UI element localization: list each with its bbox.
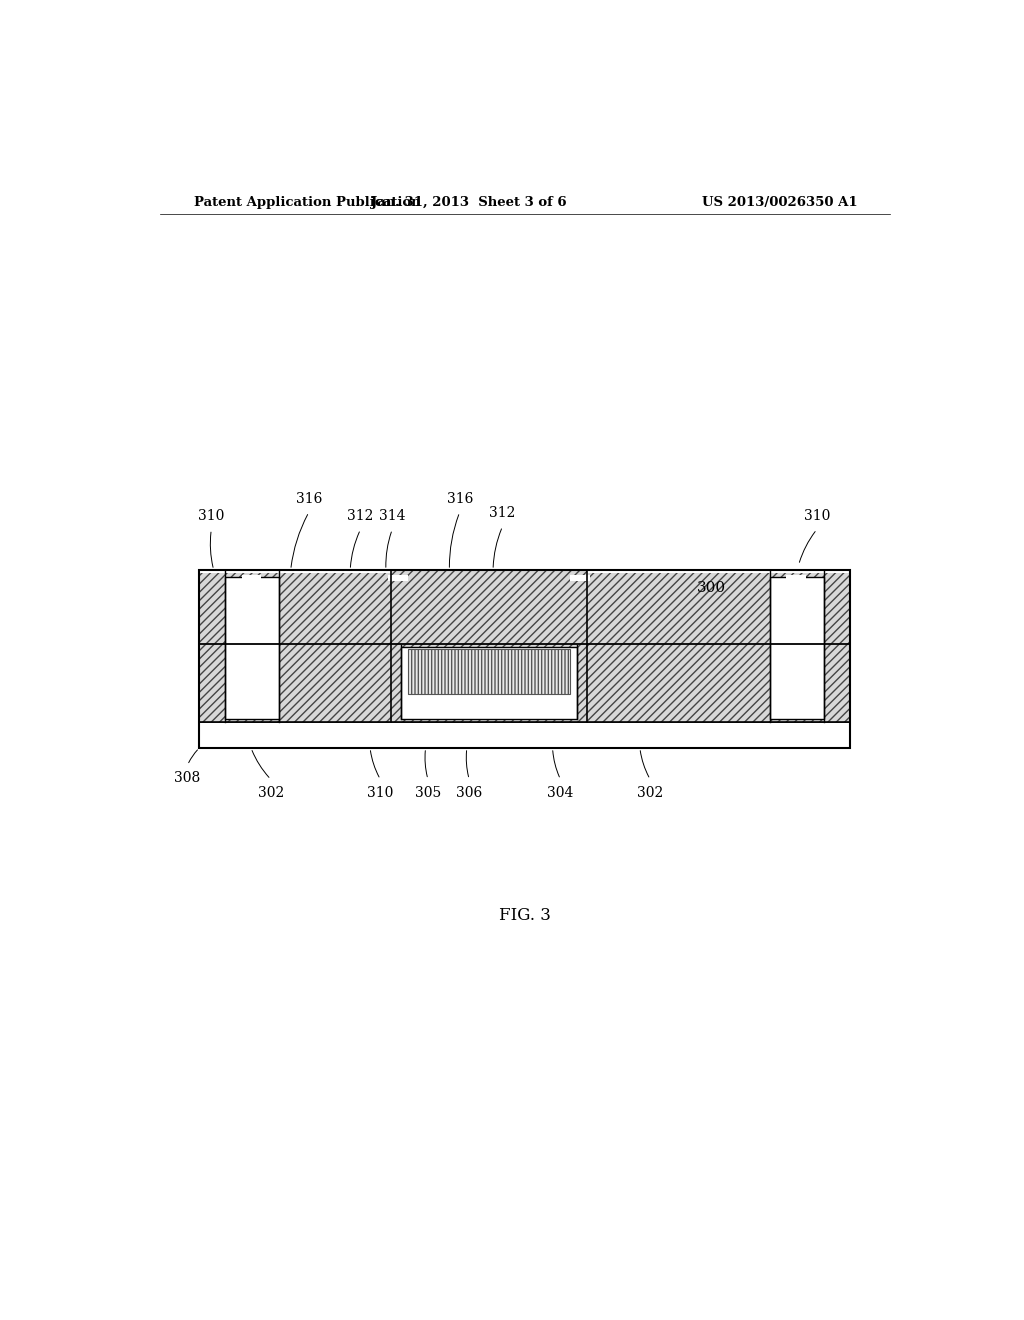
Text: Patent Application Publication: Patent Application Publication: [194, 195, 421, 209]
Bar: [570, 576, 590, 581]
Text: 312: 312: [489, 506, 516, 520]
Text: 314: 314: [379, 510, 406, 523]
Text: 312: 312: [347, 510, 374, 523]
Bar: [401, 647, 577, 719]
Bar: [200, 570, 850, 748]
Bar: [242, 576, 261, 581]
Text: 300: 300: [696, 581, 726, 595]
Text: 306: 306: [456, 785, 482, 800]
Bar: [388, 576, 408, 581]
Text: 302: 302: [258, 785, 284, 800]
Text: FIG. 3: FIG. 3: [499, 907, 551, 924]
Bar: [391, 570, 587, 719]
Bar: [409, 649, 569, 694]
Bar: [770, 577, 824, 719]
Text: Jan. 31, 2013  Sheet 3 of 6: Jan. 31, 2013 Sheet 3 of 6: [372, 195, 567, 209]
Text: 308: 308: [174, 771, 201, 785]
Text: 304: 304: [547, 785, 573, 800]
Text: US 2013/0026350 A1: US 2013/0026350 A1: [702, 195, 858, 209]
Text: 316: 316: [446, 492, 473, 506]
Text: 305: 305: [415, 785, 441, 800]
Bar: [200, 722, 850, 748]
Text: 310: 310: [198, 510, 224, 523]
Bar: [786, 576, 806, 581]
Bar: [200, 573, 850, 722]
Text: 316: 316: [296, 492, 323, 506]
Text: 310: 310: [804, 510, 830, 523]
Text: 310: 310: [368, 785, 393, 800]
Text: 302: 302: [637, 785, 664, 800]
Bar: [225, 577, 280, 719]
